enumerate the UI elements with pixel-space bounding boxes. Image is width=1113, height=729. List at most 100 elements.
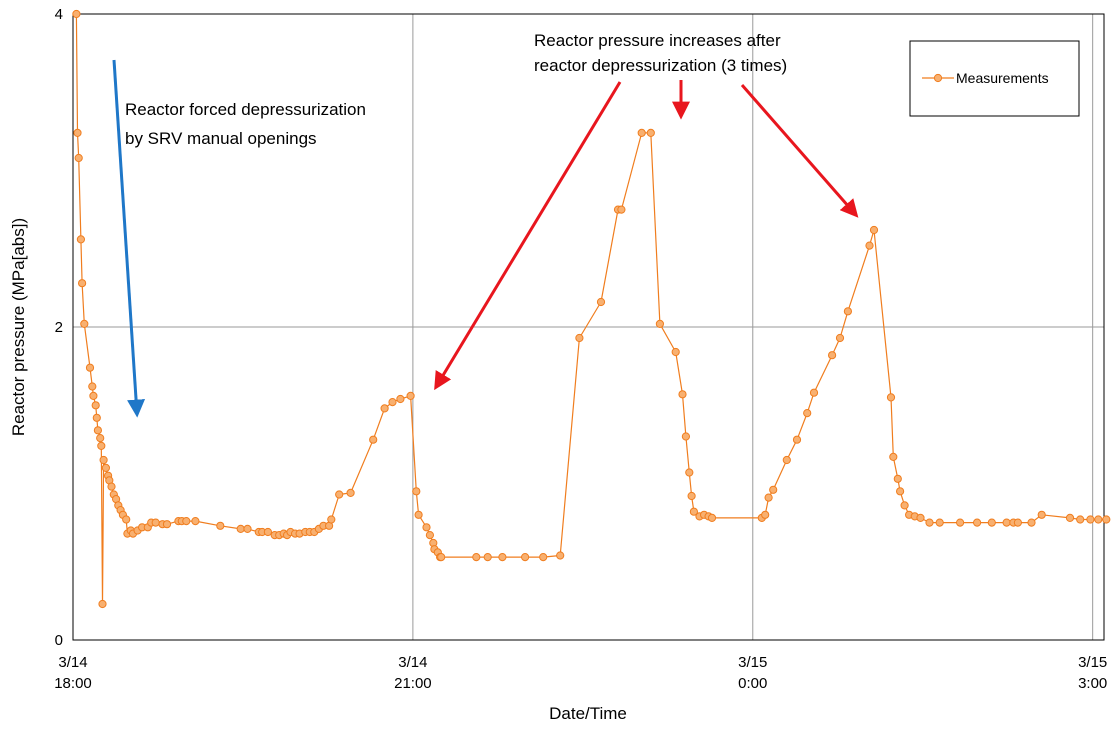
y-tick-label: 2	[55, 319, 63, 336]
data-point	[843, 307, 853, 316]
data-point	[101, 463, 111, 472]
y-axis-title: Reactor pressure (MPa[abs])	[9, 218, 28, 436]
data-point	[85, 363, 95, 372]
x-tick-label: 3:00	[1078, 675, 1107, 692]
data-point	[521, 553, 530, 562]
annotation-text-line: Reactor pressure increases after	[534, 31, 781, 50]
data-point	[1065, 513, 1075, 523]
data-point	[151, 518, 160, 527]
data-point	[412, 487, 421, 496]
legend-marker-swatch	[933, 73, 943, 83]
data-point	[422, 523, 431, 532]
data-point	[396, 394, 405, 404]
data-point	[1094, 515, 1103, 524]
data-point	[406, 391, 415, 400]
data-point	[596, 297, 606, 307]
data-point	[1002, 518, 1011, 527]
data-point	[539, 553, 548, 562]
data-point	[678, 390, 687, 399]
data-point	[1086, 515, 1095, 524]
x-axis-title: Date/Time	[549, 704, 627, 723]
data-point	[335, 490, 344, 499]
data-point	[388, 398, 397, 407]
annotation-text-line: by SRV manual openings	[125, 129, 317, 148]
data-point	[243, 524, 252, 534]
data-point	[987, 518, 996, 527]
x-tick-label: 3/15	[738, 654, 767, 671]
data-point	[896, 487, 905, 496]
data-point	[1076, 515, 1085, 524]
data-point	[498, 553, 507, 562]
data-point	[1013, 518, 1023, 527]
data-point	[380, 404, 389, 413]
data-point	[556, 551, 565, 560]
data-point	[886, 393, 896, 402]
data-point	[1027, 518, 1036, 527]
annotation-text-line: reactor depressurization (3 times)	[534, 56, 787, 75]
data-point	[122, 515, 131, 524]
data-point	[73, 128, 82, 137]
data-point	[889, 452, 898, 461]
data-point	[828, 351, 837, 360]
data-point	[671, 347, 680, 357]
grid-lines	[73, 14, 1104, 640]
data-point	[764, 493, 773, 502]
data-point	[414, 510, 423, 519]
data-point	[865, 241, 874, 250]
data-point	[916, 513, 925, 523]
data-point	[1102, 515, 1111, 524]
data-point	[472, 553, 481, 562]
red-arrow-3	[740, 84, 859, 218]
x-tick-label: 0:00	[738, 675, 767, 692]
data-point	[575, 333, 584, 343]
blue-arrow	[112, 59, 146, 418]
data-point	[646, 128, 655, 137]
data-point	[327, 515, 336, 524]
legend-label: Measurements	[956, 70, 1049, 86]
data-point	[98, 599, 107, 609]
y-axis-ticks: 0 2 4	[55, 6, 63, 649]
data-point	[93, 426, 103, 435]
data-point	[707, 513, 717, 523]
data-point	[88, 382, 97, 391]
data-point	[74, 153, 83, 163]
data-point	[769, 485, 778, 494]
x-tick-label: 3/14	[58, 654, 87, 671]
annotation-pressure-increases: Reactor pressure increases after reactor…	[434, 31, 859, 391]
data-point	[346, 488, 355, 497]
data-point	[973, 518, 982, 527]
data-point	[97, 441, 106, 450]
data-point	[803, 409, 812, 418]
x-tick-label: 21:00	[394, 675, 432, 692]
data-point	[89, 391, 98, 400]
data-point	[900, 501, 909, 510]
data-point	[655, 319, 665, 328]
data-point	[782, 455, 791, 465]
x-axis-ticks: 3/14 18:00 3/14 21:00 3/15 0:00 3/15 3:00	[54, 654, 1107, 692]
data-point	[162, 520, 172, 529]
data-point	[761, 510, 770, 519]
data-point	[809, 388, 819, 397]
data-point	[437, 553, 446, 562]
series-measurements	[72, 9, 1111, 609]
data-point	[792, 435, 802, 444]
data-point	[216, 521, 225, 530]
legend: Measurements	[909, 40, 1080, 117]
data-point	[681, 432, 691, 441]
data-point	[835, 333, 845, 343]
annotation-forced-depressurization: Reactor forced depressurization by SRV m…	[112, 59, 366, 418]
red-arrow-1	[434, 81, 622, 391]
x-tick-label: 3/15	[1078, 654, 1107, 671]
data-point	[80, 319, 89, 328]
data-point	[869, 225, 879, 235]
data-point	[91, 401, 100, 410]
data-point	[76, 235, 86, 244]
data-point	[689, 507, 699, 516]
y-tick-label: 4	[55, 6, 63, 23]
data-point	[956, 518, 965, 527]
data-point	[637, 128, 646, 137]
data-point	[893, 474, 902, 483]
data-point	[96, 434, 105, 443]
data-point	[78, 279, 87, 288]
